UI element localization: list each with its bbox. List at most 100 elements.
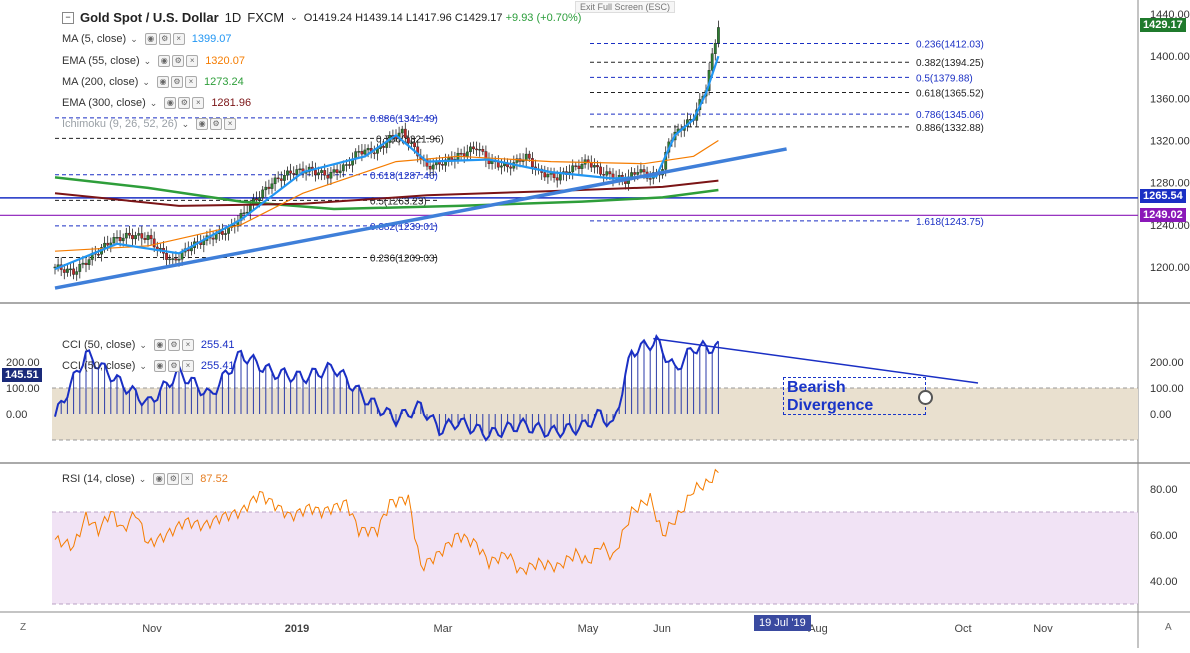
indicator-value: 1320.07 — [205, 55, 245, 67]
cci-left-badge: 145.51 — [2, 368, 42, 382]
indicator-legend[interactable]: Ichimoku (9, 26, 52, 26) ⌄ ◉ ⚙ × — [62, 118, 243, 130]
close-icon[interactable]: × — [181, 339, 194, 351]
scroll-right-button[interactable]: A — [1165, 622, 1172, 633]
indicator-legend[interactable]: MA (200, close) ⌄ ◉ ⚙ × 1273.24 — [62, 76, 244, 88]
indicator-name: MA (200, close) — [62, 76, 139, 88]
candle-body — [168, 258, 172, 261]
settings-icon[interactable]: ⚙ — [167, 339, 180, 351]
settings-icon[interactable]: ⚙ — [170, 76, 183, 88]
rsi-line — [54, 468, 719, 576]
cci-tick-left: 0.00 — [6, 409, 27, 421]
eye-icon[interactable]: ◉ — [158, 55, 171, 67]
close-icon[interactable]: × — [181, 473, 194, 485]
rsi-tick: 80.00 — [1150, 484, 1178, 496]
cci-name: CCI (50, close) — [62, 360, 136, 372]
eye-icon[interactable]: ◉ — [153, 473, 166, 485]
candle-body — [96, 253, 100, 256]
price-tick: 1200.00 — [1150, 262, 1190, 274]
collapse-icon[interactable]: − — [62, 11, 74, 24]
candle-body — [131, 235, 134, 240]
candle-body — [527, 153, 531, 159]
close-icon[interactable]: × — [184, 76, 197, 88]
indicator-legend[interactable]: EMA (55, close) ⌄ ◉ ⚙ × 1320.07 — [62, 55, 245, 67]
candle-body — [410, 142, 413, 144]
eye-icon[interactable]: ◉ — [164, 97, 177, 109]
candle-body — [596, 165, 599, 168]
exit-fullscreen-button[interactable]: Exit Full Screen (ESC) — [575, 1, 676, 13]
settings-icon[interactable]: ⚙ — [158, 33, 171, 45]
chevron-down-icon[interactable]: ⌄ — [143, 55, 152, 66]
chevron-down-icon[interactable]: ⌄ — [130, 33, 138, 44]
rsi-value: 87.52 — [200, 473, 228, 485]
close-icon[interactable]: × — [192, 97, 205, 109]
candle-body — [335, 169, 339, 173]
bearish-divergence-annotation[interactable]: Bearish Divergence — [783, 377, 926, 415]
chevron-down-icon[interactable]: ⌄ — [149, 97, 158, 108]
close-icon[interactable]: × — [224, 118, 237, 130]
candle-body — [165, 253, 168, 260]
source-label[interactable]: FXCM — [247, 10, 285, 25]
chevron-down-icon[interactable]: ⌄ — [290, 12, 298, 22]
fib-label: 0.5(1263.23) — [370, 196, 427, 207]
cci-legend-2[interactable]: CCI (50, close) ⌄ ◉ ⚙ × 255.41 — [62, 360, 235, 372]
candle-body — [146, 235, 150, 240]
cci-legend-1[interactable]: CCI (50, close) ⌄ ◉ ⚙ × 255.41 — [62, 339, 235, 351]
chevron-down-icon[interactable]: ⌄ — [139, 339, 147, 350]
rsi-legend[interactable]: RSI (14, close) ⌄ ◉ ⚙ × 87.52 — [62, 473, 228, 485]
candle-body — [329, 171, 333, 179]
candle-body — [115, 237, 119, 239]
eye-icon[interactable]: ◉ — [153, 339, 166, 351]
candle-body — [360, 151, 364, 155]
fib-label: 0.382(1394.25) — [916, 58, 984, 69]
indicator-legend[interactable]: MA (5, close) ⌄ ◉ ⚙ × 1399.07 — [62, 33, 232, 45]
candle-body — [332, 169, 336, 173]
annotation-handle-icon[interactable] — [918, 390, 933, 405]
trendline — [54, 147, 787, 290]
annotation-line1: Bearish — [787, 379, 846, 396]
eye-icon[interactable]: ◉ — [144, 33, 157, 45]
fib-label: 0.618(1287.46) — [370, 171, 438, 182]
candle-body — [177, 259, 181, 261]
fib-label: 0.236(1209.03) — [370, 253, 438, 264]
scroll-left-button[interactable]: Z — [20, 622, 27, 633]
chevron-down-icon[interactable]: ⌄ — [181, 118, 190, 129]
candle-body — [134, 235, 137, 240]
candle-body — [121, 237, 125, 242]
time-tick: Aug — [808, 623, 828, 635]
last-price-badge: 1429.17 — [1140, 18, 1186, 32]
chevron-down-icon[interactable]: ⌄ — [138, 473, 147, 484]
candle-body — [462, 153, 466, 157]
eye-icon[interactable]: ◉ — [153, 360, 166, 372]
candle-body — [407, 137, 410, 144]
candle-body — [521, 160, 525, 162]
indicator-legend[interactable]: EMA (300, close) ⌄ ◉ ⚙ × 1281.96 — [62, 97, 251, 109]
price-tick: 1400.00 — [1150, 51, 1190, 63]
symbol-title[interactable]: Gold Spot / U.S. Dollar — [80, 10, 219, 25]
eye-icon[interactable]: ◉ — [196, 118, 209, 130]
cci-tick-right: 0.00 — [1150, 409, 1171, 421]
settings-icon[interactable]: ⚙ — [172, 55, 185, 67]
settings-icon[interactable]: ⚙ — [167, 473, 180, 485]
settings-icon[interactable]: ⚙ — [210, 118, 223, 130]
indicator-name: EMA (55, close) — [62, 55, 140, 67]
eye-icon[interactable]: ◉ — [156, 76, 169, 88]
chevron-down-icon[interactable]: ⌄ — [142, 76, 150, 87]
timeframe-label[interactable]: 1D — [224, 10, 242, 25]
close-value: C1429.17 — [454, 11, 503, 24]
candle-body — [140, 233, 144, 239]
candle-body — [78, 264, 82, 272]
settings-icon[interactable]: ⚙ — [167, 360, 180, 372]
close-icon[interactable]: × — [172, 33, 185, 45]
close-icon[interactable]: × — [186, 55, 199, 67]
candle-body — [326, 174, 330, 179]
settings-icon[interactable]: ⚙ — [178, 97, 191, 109]
chevron-down-icon[interactable]: ⌄ — [139, 360, 147, 371]
candle-body — [366, 148, 370, 151]
candle-body — [558, 173, 562, 181]
close-icon[interactable]: × — [181, 360, 194, 372]
candle-body — [574, 165, 578, 167]
candle-body — [264, 186, 268, 191]
candle-body — [546, 174, 550, 178]
